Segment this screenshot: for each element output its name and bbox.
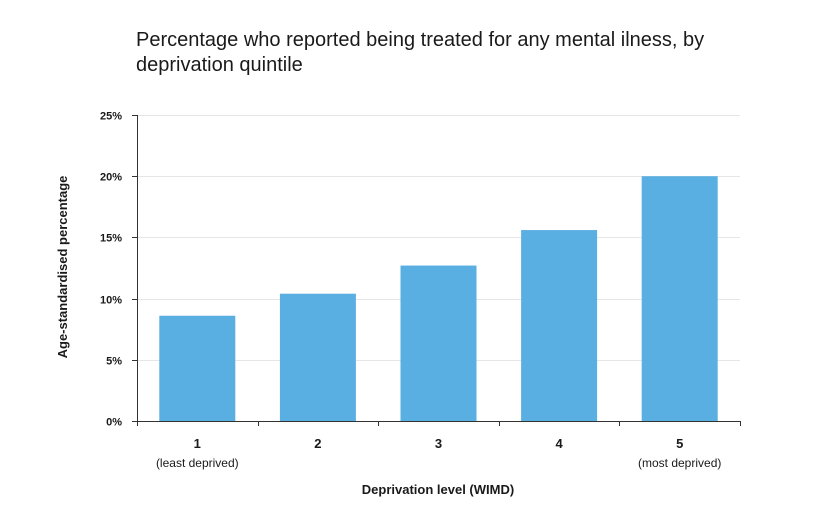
y-tick-label: 25%	[100, 111, 122, 123]
x-axis-title: Deprivation level (WIMD)	[362, 482, 514, 497]
x-tick-label: 5	[676, 436, 683, 451]
bar-1	[159, 315, 236, 421]
y-tick-label: 0%	[106, 417, 122, 429]
y-tick-label: 15%	[100, 233, 122, 245]
bar-5	[641, 176, 718, 421]
x-tick-label: 1	[194, 436, 201, 451]
bar-4	[521, 230, 598, 421]
bar-2	[279, 293, 356, 421]
x-tick-sublabel: (most deprived)	[638, 456, 721, 470]
x-tick-label: 4	[555, 436, 563, 451]
x-tick-sublabel: (least deprived)	[156, 456, 239, 470]
bars	[159, 176, 718, 421]
y-tick-label: 20%	[100, 172, 122, 184]
x-tick-label: 3	[435, 436, 442, 451]
x-tick-labels: 1 (least deprived) 2 3 4 5 (most deprived)	[156, 436, 721, 470]
chart-title: Percentage who reported being treated fo…	[136, 29, 705, 76]
y-tick-label: 5%	[106, 356, 122, 368]
bar-3	[400, 265, 477, 421]
y-axis-title: Age-standardised percentage	[55, 176, 70, 359]
axes	[132, 115, 741, 426]
y-tick-label: 10%	[100, 295, 122, 307]
y-tick-labels: 0% 5% 10% 15% 20% 25%	[100, 111, 122, 429]
x-tick-label: 2	[314, 436, 321, 451]
